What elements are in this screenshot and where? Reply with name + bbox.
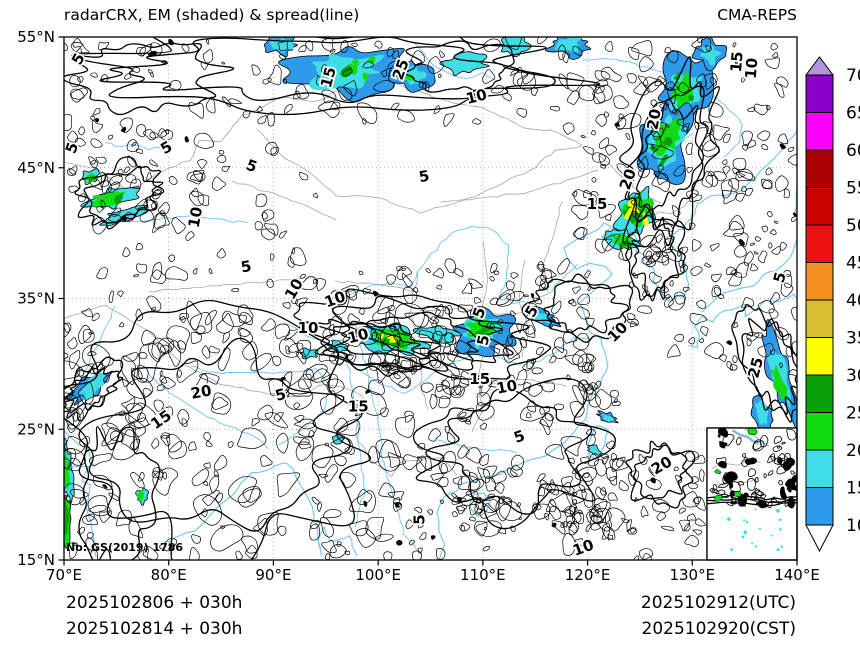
- contour-label: 5: [411, 514, 429, 524]
- contour-label: 15: [147, 406, 174, 433]
- colorbar-segment: [805, 149, 834, 188]
- y-tick-label: 35°N: [17, 290, 55, 308]
- colorbar-segment: [805, 337, 834, 376]
- colorbar-segment: [805, 374, 834, 413]
- contour-label: 5: [474, 334, 494, 347]
- x-tick-label: 100°E: [355, 566, 401, 584]
- colorbar-over-arrow: [805, 56, 834, 76]
- radar-shading-layer: [64, 37, 797, 549]
- x-tick-label: 80°E: [151, 566, 187, 584]
- colorbar-segment: [805, 412, 834, 451]
- model-label: CMA-REPS: [717, 6, 797, 24]
- colorbar-tick-label: 60: [846, 141, 860, 161]
- colorbar-segment: [805, 299, 834, 338]
- colorbar-segment: [805, 112, 834, 151]
- spread-contour-envelope-layer: [64, 37, 797, 560]
- chart-title: radarCRX, EM (shaded) & spread(line): [64, 6, 360, 24]
- x-tick-label: 130°E: [669, 566, 715, 584]
- inset-map: [706, 427, 798, 560]
- contour-label: 20: [643, 107, 664, 131]
- colorbar-segment: [805, 187, 834, 226]
- x-tick-label: 120°E: [565, 566, 611, 584]
- x-tick-label: 110°E: [460, 566, 506, 584]
- colorbar-segment: [805, 487, 834, 526]
- y-tick-label: 55°N: [17, 28, 55, 46]
- contour-label: 20: [189, 381, 213, 402]
- colorbar-tick-label: 15: [846, 479, 860, 499]
- init-time-utc: 2025102806 + 030h: [66, 593, 243, 613]
- colorbar-segment: [805, 449, 834, 488]
- axes: 70°E 80°E 90°E 100°E 110°E 120°E 130°E 140°E 55°…: [17, 28, 820, 584]
- contour-label: 10: [742, 57, 762, 79]
- contour-label: 15: [348, 398, 369, 416]
- colorbar-tick-label: 30: [846, 366, 860, 386]
- colorbar-under-arrow: [805, 524, 834, 553]
- contour-label: 10: [298, 319, 319, 337]
- y-tick-label: 15°N: [17, 551, 55, 569]
- contour-label: 5: [417, 167, 430, 187]
- contour-label: 15: [469, 370, 490, 388]
- valid-time-utc: 2025102912(UTC): [640, 593, 796, 613]
- contour-label: 5: [239, 257, 252, 277]
- contour-label: 25: [744, 355, 767, 380]
- contour-label: 10: [495, 376, 519, 397]
- colorbar-segment: [805, 224, 834, 263]
- colorbar: 10 15 20 25 30 35 40 45 50 55 60 65 70: [805, 56, 860, 553]
- valid-time-cst: 2025102920(CST): [641, 619, 796, 639]
- y-tick-label: 45°N: [17, 159, 55, 177]
- colorbar-tick-label: 10: [846, 516, 860, 536]
- colorbar-tick-label: 40: [846, 291, 860, 311]
- colorbar-tick-label: 55: [846, 179, 860, 199]
- contour-label: 5: [770, 270, 790, 285]
- contour-label: 5: [244, 156, 260, 176]
- y-tick-label: 25°N: [17, 420, 55, 438]
- x-tick-label: 140°E: [774, 566, 820, 584]
- colorbar-tick-label: 65: [846, 104, 860, 124]
- contour-label: 10: [604, 318, 631, 345]
- contour-label: 10: [185, 205, 206, 229]
- contour-label: 15: [587, 195, 608, 213]
- contour-label: 5: [157, 137, 175, 158]
- contour-label: 5: [273, 385, 288, 405]
- x-tick-label: 70°E: [46, 566, 82, 584]
- colorbar-segment: [805, 74, 834, 113]
- colorbar-tick-label: 70: [846, 66, 860, 86]
- colorbar-tick-label: 25: [846, 404, 860, 424]
- map-license-note: No: GS(2019) 1786: [66, 541, 184, 554]
- colorbar-tick-label: 45: [846, 254, 860, 274]
- contour-label: 15: [727, 51, 747, 73]
- colorbar-tick-label: 35: [846, 329, 860, 349]
- colorbar-segment: [805, 262, 834, 301]
- init-time-cst: 2025102814 + 030h: [66, 619, 243, 639]
- x-tick-label: 90°E: [255, 566, 291, 584]
- colorbar-tick-label: 20: [846, 441, 860, 461]
- contour-label: 5: [62, 140, 82, 156]
- colorbar-tick-label: 50: [846, 216, 860, 236]
